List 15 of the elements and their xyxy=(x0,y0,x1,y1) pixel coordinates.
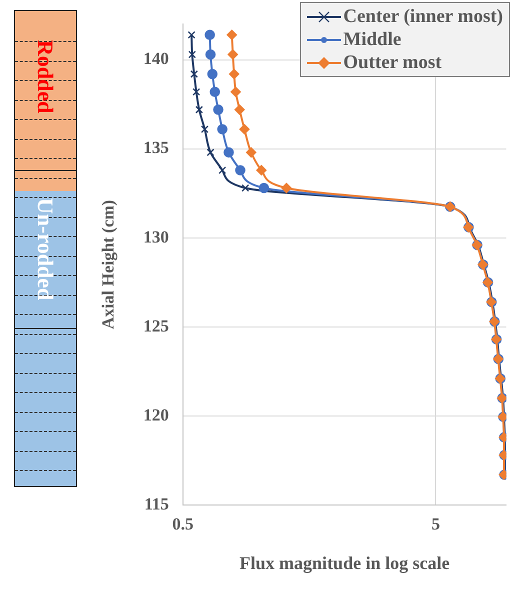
x-tick-label: 0.5 xyxy=(172,514,194,534)
legend-label: Outter most xyxy=(343,52,442,74)
x-tick-label: 5 xyxy=(431,514,440,534)
y-tick-label: 120 xyxy=(143,405,169,424)
text: Un-rodded xyxy=(32,198,59,300)
y-tick-label: 135 xyxy=(143,138,169,158)
y-tick-label: 130 xyxy=(143,227,169,246)
legend-label: Center (inner most) xyxy=(343,6,503,28)
x-axis-title: Flux magnitude in log scale xyxy=(240,552,450,573)
y-tick-label: 140 xyxy=(143,49,169,68)
legend-label: Middle xyxy=(343,28,402,50)
y-tick-label: 125 xyxy=(143,316,169,336)
y-tick-label: 115 xyxy=(144,494,169,514)
text: Rodded xyxy=(32,40,59,114)
y-axis-title: Axial Height (cm) xyxy=(98,200,118,330)
